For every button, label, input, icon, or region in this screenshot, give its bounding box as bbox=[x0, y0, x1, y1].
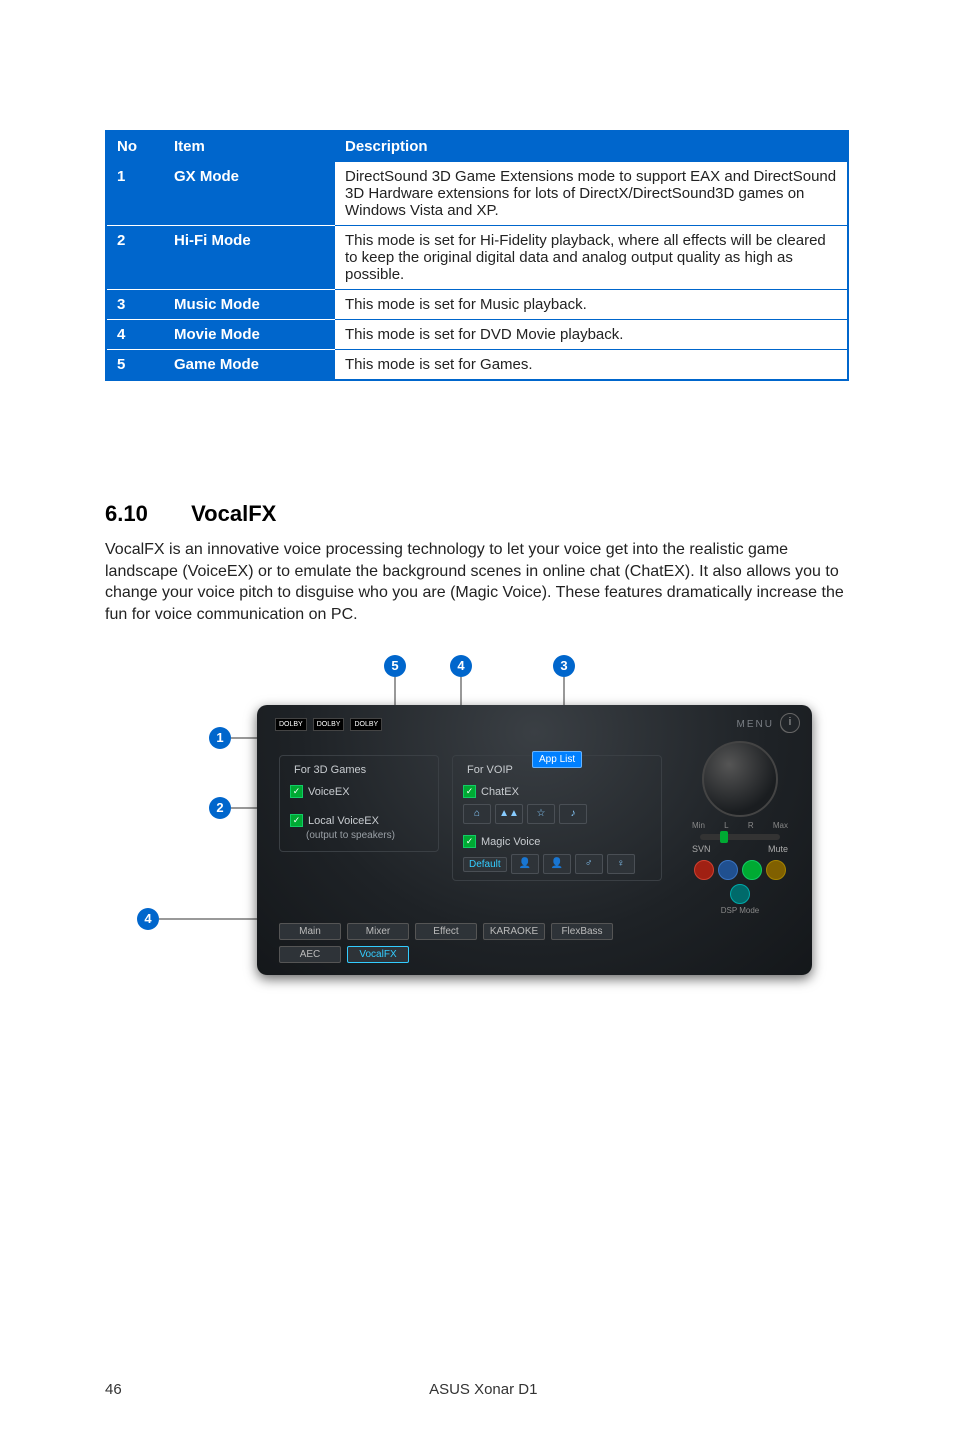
dsp-mode-icon[interactable] bbox=[766, 860, 786, 880]
product-name: ASUS Xonar D1 bbox=[429, 1381, 537, 1398]
row-no: 5 bbox=[106, 350, 164, 381]
for-voip-group: For VOIP ✓ ChatEX ⌂ ▲▲ ☆ ♪ ✓ Magic Voi bbox=[452, 755, 662, 893]
group-legend-voip: For VOIP bbox=[463, 764, 517, 776]
dolby-logo-2: DOLBY bbox=[313, 718, 345, 731]
preset-icon[interactable]: 👤 bbox=[511, 854, 539, 874]
panel-tabs: Main Mixer Effect KARAOKE FlexBass AEC V… bbox=[279, 923, 659, 963]
row-desc: This mode is set for Games. bbox=[335, 350, 849, 381]
row-item: Hi-Fi Mode bbox=[164, 226, 335, 290]
tab-aec[interactable]: AEC bbox=[279, 946, 341, 963]
chatex-label: ChatEX bbox=[481, 786, 519, 798]
volume-dial[interactable] bbox=[702, 741, 778, 817]
tab-flexbass[interactable]: FlexBass bbox=[551, 923, 613, 940]
dsp-mode-icon[interactable] bbox=[718, 860, 738, 880]
dolby-logo-3: DOLBY bbox=[350, 718, 382, 731]
menu-label: MENU bbox=[737, 719, 774, 730]
th-item: Item bbox=[164, 131, 335, 162]
preset-icon[interactable]: ⌂ bbox=[463, 804, 491, 824]
row-no: 2 bbox=[106, 226, 164, 290]
preset-icon[interactable]: ▲▲ bbox=[495, 804, 523, 824]
magic-voice-presets: Default 👤 👤 ♂ ♀ bbox=[463, 854, 651, 874]
section-heading: 6.10 VocalFX bbox=[105, 501, 849, 527]
row-desc: This mode is set for DVD Movie playback. bbox=[335, 320, 849, 350]
row-desc: This mode is set for Music playback. bbox=[335, 290, 849, 320]
th-desc: Description bbox=[335, 131, 849, 162]
chatex-checkbox[interactable]: ✓ ChatEX bbox=[463, 785, 651, 798]
vocalfx-figure: 5 4 3 1 2 4 DOLBY DOLBY DOLBY bbox=[137, 655, 817, 1005]
checkbox-icon: ✓ bbox=[290, 814, 303, 827]
voiceex-checkbox[interactable]: ✓ VoiceEX bbox=[290, 785, 428, 798]
dsp-mode-icon[interactable] bbox=[742, 860, 762, 880]
page-footer: 46 ASUS Xonar D1 . bbox=[0, 1381, 954, 1398]
dsp-mode-icon[interactable] bbox=[730, 884, 750, 904]
preset-icon[interactable]: ♪ bbox=[559, 804, 587, 824]
row-desc: This mode is set for Hi-Fidelity playbac… bbox=[335, 226, 849, 290]
row-no: 3 bbox=[106, 290, 164, 320]
checkbox-icon: ✓ bbox=[463, 835, 476, 848]
panel-topbar: DOLBY DOLBY DOLBY MENU bbox=[275, 715, 798, 733]
local-voiceex-checkbox[interactable]: ✓ Local VoiceEX bbox=[290, 814, 428, 827]
dsp-mode-icon[interactable] bbox=[694, 860, 714, 880]
magic-voice-label: Magic Voice bbox=[481, 836, 540, 848]
row-item: Game Mode bbox=[164, 350, 335, 381]
l-label: L bbox=[724, 821, 728, 830]
vocalfx-panel: DOLBY DOLBY DOLBY MENU i For 3D Games ✓ … bbox=[257, 705, 812, 975]
svn-label: SVN bbox=[692, 844, 711, 854]
row-desc: DirectSound 3D Game Extensions mode to s… bbox=[335, 162, 849, 226]
tab-karaoke[interactable]: KARAOKE bbox=[483, 923, 545, 940]
local-voiceex-label: Local VoiceEX bbox=[308, 815, 379, 827]
section-title: VocalFX bbox=[191, 501, 276, 526]
tab-effect[interactable]: Effect bbox=[415, 923, 477, 940]
section-number: 6.10 bbox=[105, 501, 185, 527]
mute-label: Mute bbox=[768, 844, 788, 854]
page-number: 46 bbox=[105, 1381, 122, 1398]
th-no: No bbox=[106, 131, 164, 162]
dsp-mode-label: DSP Mode bbox=[690, 906, 790, 915]
tab-vocalfx[interactable]: VocalFX bbox=[347, 946, 409, 963]
checkbox-icon: ✓ bbox=[463, 785, 476, 798]
voiceex-label: VoiceEX bbox=[308, 786, 350, 798]
row-item: Music Mode bbox=[164, 290, 335, 320]
preset-icon[interactable]: ☆ bbox=[527, 804, 555, 824]
preset-icon[interactable]: ♂ bbox=[575, 854, 603, 874]
min-label: Min bbox=[692, 821, 705, 830]
max-label: Max bbox=[773, 821, 788, 830]
r-label: R bbox=[748, 821, 754, 830]
dsp-mode-buttons bbox=[690, 860, 790, 904]
row-item: GX Mode bbox=[164, 162, 335, 226]
dolby-logo-1: DOLBY bbox=[275, 718, 307, 731]
for-3d-games-group: For 3D Games ✓ VoiceEX ✓ Local VoiceEX (… bbox=[279, 755, 439, 864]
row-no: 4 bbox=[106, 320, 164, 350]
row-item: Movie Mode bbox=[164, 320, 335, 350]
tab-mixer[interactable]: Mixer bbox=[347, 923, 409, 940]
magic-voice-checkbox[interactable]: ✓ Magic Voice bbox=[463, 835, 651, 848]
preset-icon[interactable]: 👤 bbox=[543, 854, 571, 874]
preset-icon[interactable]: ♀ bbox=[607, 854, 635, 874]
default-button[interactable]: Default bbox=[463, 857, 507, 872]
modes-table: No Item Description 1 GX Mode DirectSoun… bbox=[105, 130, 849, 381]
row-no: 1 bbox=[106, 162, 164, 226]
section-body: VocalFX is an innovative voice processin… bbox=[105, 539, 849, 625]
dolby-logos: DOLBY DOLBY DOLBY bbox=[275, 718, 382, 731]
chatex-presets: ⌂ ▲▲ ☆ ♪ bbox=[463, 804, 651, 824]
checkbox-icon: ✓ bbox=[290, 785, 303, 798]
group-legend-3d: For 3D Games bbox=[290, 764, 370, 776]
app-list-button[interactable]: App List bbox=[532, 751, 582, 768]
balance-slider[interactable] bbox=[700, 834, 780, 840]
tab-main[interactable]: Main bbox=[279, 923, 341, 940]
volume-area: Min L R Max SVN Mute DSP Mode bbox=[690, 741, 790, 915]
output-note: (output to speakers) bbox=[306, 830, 428, 841]
